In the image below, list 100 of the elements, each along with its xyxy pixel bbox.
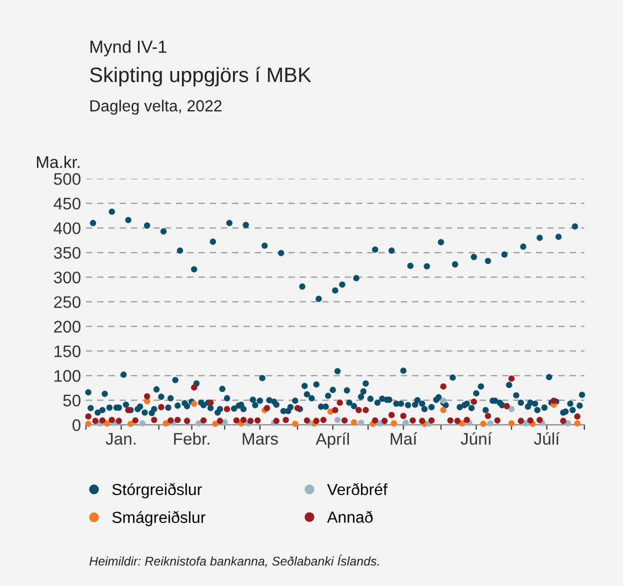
point: [518, 418, 524, 424]
point: [419, 418, 426, 424]
point: [564, 420, 572, 426]
point: [440, 406, 446, 414]
point: [196, 420, 202, 426]
point: [390, 420, 398, 426]
point: [358, 420, 364, 426]
legend-label: Verðbréf: [327, 483, 388, 496]
point: [372, 417, 378, 424]
x-tick-label: Apríl: [316, 432, 349, 448]
text: Heimildir: Reiknistofa bankanna, Seðlabanki Íslands.: [89, 554, 379, 568]
point: [560, 418, 566, 424]
point: [313, 418, 320, 424]
point: [527, 417, 534, 424]
point: [336, 400, 343, 406]
point: [334, 416, 341, 424]
point: [304, 417, 310, 424]
chart-title: Skipting uppgjörs í MBK: [90, 66, 312, 86]
point: [207, 400, 214, 406]
chart-subtitle: Dagleg velta, 2022: [90, 100, 222, 115]
y-tick-label: 400: [54, 222, 80, 234]
point: [402, 420, 409, 426]
point: [264, 405, 270, 412]
point: [341, 417, 348, 424]
point: [536, 416, 543, 424]
point: [240, 416, 247, 424]
y-tick-label: 450: [54, 198, 80, 210]
y-tick-label: 50: [63, 394, 80, 406]
y-tick-label: 100: [54, 370, 80, 382]
x-tick-label: Jan.: [106, 433, 136, 445]
point: [151, 416, 158, 424]
x-tick-label: Júlí: [534, 432, 560, 445]
point: [464, 416, 470, 424]
point: [233, 417, 240, 424]
point: [574, 413, 580, 420]
point: [200, 417, 207, 424]
x-tick-label: Maí: [390, 432, 418, 445]
point: [470, 398, 477, 405]
point: [550, 398, 557, 404]
point: [254, 417, 261, 424]
point: [247, 418, 254, 424]
point: [162, 420, 170, 426]
point: [574, 420, 580, 426]
legend-label: Smágreiðslur: [112, 511, 206, 526]
point: [428, 417, 435, 424]
point: [116, 418, 122, 424]
point: [158, 404, 164, 410]
y-axis-title: Ma.kr.: [36, 156, 80, 168]
point: [99, 417, 106, 424]
point: [362, 406, 369, 414]
y-tick-label: 250: [54, 296, 80, 308]
point: [508, 375, 515, 382]
point: [332, 406, 338, 414]
point: [410, 417, 416, 424]
point: [440, 383, 446, 390]
point: [184, 418, 190, 424]
y-tick-label: 500: [54, 173, 80, 185]
point: [447, 417, 454, 424]
point: [224, 406, 230, 412]
y-tick-label: 300: [54, 272, 80, 284]
point: [273, 418, 280, 424]
point: [104, 420, 110, 426]
point: [350, 419, 358, 426]
y-tick-label: 0: [72, 419, 80, 432]
point: [480, 420, 486, 427]
point: [504, 403, 510, 410]
point: [174, 416, 181, 424]
point: [168, 417, 174, 424]
point: [320, 416, 327, 424]
point: [125, 406, 132, 414]
point: [212, 420, 218, 427]
point: [454, 418, 461, 424]
point: [85, 413, 92, 420]
point: [216, 418, 224, 424]
text: Mynd IV-1: [90, 40, 166, 56]
point: [356, 406, 362, 414]
point: [282, 416, 289, 424]
point: [508, 420, 515, 426]
point: [85, 420, 92, 427]
legend-label: Annað: [327, 510, 373, 523]
x-tick-label: Júní: [460, 432, 492, 445]
point: [508, 406, 515, 412]
point: [487, 420, 494, 426]
x-tick-label: Mars: [242, 433, 278, 445]
point: [494, 417, 500, 424]
legend-label: Stórgreiðslur: [112, 483, 202, 498]
point: [400, 412, 406, 420]
point: [132, 417, 138, 424]
point: [381, 418, 388, 424]
point: [128, 420, 134, 427]
point: [191, 400, 198, 407]
y-tick-label: 350: [54, 246, 80, 259]
y-tick-label: 200: [54, 320, 80, 333]
point: [294, 405, 301, 412]
point: [292, 420, 298, 427]
point: [388, 412, 395, 418]
point: [139, 420, 146, 426]
x-tick-label: Febr.: [174, 432, 210, 445]
point: [92, 418, 98, 424]
point: [108, 416, 115, 424]
